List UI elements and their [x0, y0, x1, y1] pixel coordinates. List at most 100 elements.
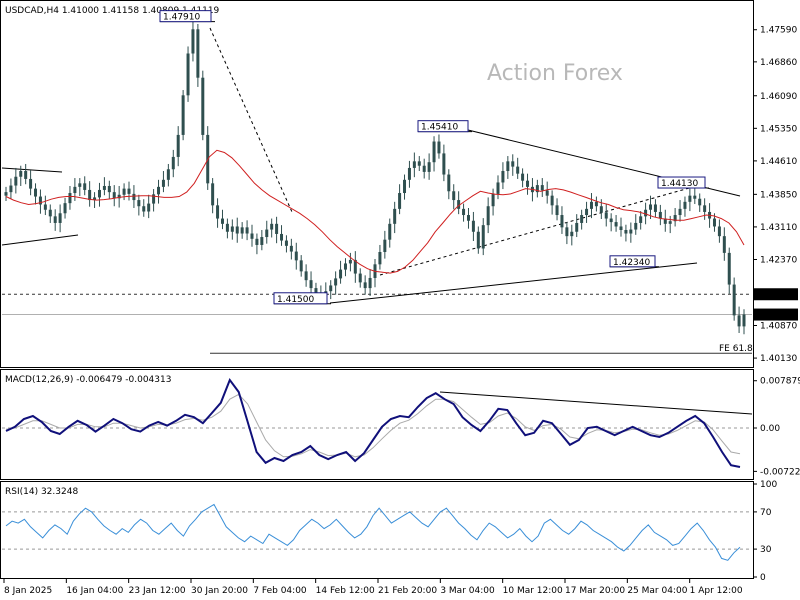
candle-body	[14, 176, 18, 186]
candle-body	[565, 227, 569, 237]
fe-label: FE 61.8	[719, 344, 753, 354]
candle-body	[624, 229, 628, 234]
candle-body	[491, 193, 495, 207]
candle-body	[97, 189, 101, 198]
candle-body	[717, 226, 721, 237]
candle-body	[220, 218, 224, 224]
candle-body	[594, 201, 598, 207]
macd-line	[5, 377, 741, 468]
candle-body	[93, 197, 97, 201]
candle-body	[585, 208, 589, 216]
candle-body	[693, 195, 697, 199]
candle-body	[112, 192, 116, 199]
candle-body	[683, 201, 687, 209]
candle-body	[742, 314, 746, 327]
candle-body	[712, 218, 716, 227]
annotation-box	[657, 176, 706, 189]
price-tick-label: 1.42370	[760, 255, 797, 265]
candle-body	[19, 171, 23, 177]
candle-body	[137, 200, 141, 207]
candle-body	[24, 171, 28, 179]
candle-body	[260, 237, 264, 245]
watermark: Action Forex	[487, 61, 623, 86]
candle-body	[388, 223, 392, 240]
candle-body	[619, 226, 623, 230]
candle-body	[201, 77, 205, 135]
x-tick-label: 23 Jan 12:00	[129, 586, 186, 596]
rsi-line	[5, 503, 741, 561]
rsi-tick-label: 0	[760, 573, 766, 583]
candle-body	[363, 282, 367, 289]
candle-body	[107, 185, 111, 193]
macd-panel-frame	[0, 369, 754, 480]
candle-body	[294, 251, 298, 261]
candle-body	[481, 225, 485, 249]
candle-body	[452, 191, 456, 201]
candle-body	[299, 260, 303, 272]
candle-body	[447, 174, 451, 192]
candle-body	[289, 245, 293, 252]
candle-body	[211, 183, 215, 206]
candle-body	[462, 208, 466, 216]
candle-body	[540, 185, 544, 191]
candle-body	[358, 273, 362, 283]
x-tick-label: 1 Apr 12:00	[690, 586, 743, 596]
candle-body	[644, 209, 648, 217]
candle-body	[4, 192, 8, 196]
candle-body	[83, 183, 87, 190]
candle-body	[634, 222, 638, 230]
level-price-label-bg	[754, 288, 798, 301]
candle-body	[53, 216, 57, 223]
candle-body	[38, 196, 42, 205]
candle-body	[432, 141, 436, 163]
candle-body	[501, 171, 505, 183]
candle-body	[127, 188, 131, 194]
candle-body	[304, 271, 308, 281]
annotation-label: 1.47910	[163, 13, 200, 23]
candle-body	[270, 223, 274, 230]
x-tick-label: 8 Jan 2025	[4, 586, 52, 596]
x-tick-label: 7 Feb 04:00	[253, 586, 307, 596]
price-tick-label: 1.47590	[760, 26, 797, 36]
candle-body	[368, 277, 372, 289]
candle-body	[240, 227, 244, 234]
macd-tick-label: 0.007879	[760, 377, 800, 387]
candle-body	[398, 193, 402, 209]
price-panel-frame	[0, 0, 754, 368]
candle-body	[599, 206, 603, 213]
candle-body	[383, 239, 387, 253]
candle-body	[339, 269, 343, 279]
candle-body	[442, 153, 446, 175]
candle-body	[663, 218, 667, 224]
candle-body	[9, 185, 13, 193]
price-tick-label: 1.43850	[760, 190, 797, 200]
macd-header: MACD(12,26,9) -0.006479 -0.004313	[5, 375, 171, 385]
candle-body	[309, 280, 313, 289]
candle-body	[353, 259, 357, 274]
candle-body	[668, 221, 672, 224]
candle-body	[147, 203, 151, 212]
candle-body	[521, 173, 525, 181]
candle-body	[157, 186, 161, 195]
symbol-header: USDCAD,H4 1.41000 1.41158 1.40809 1.4111…	[5, 6, 220, 16]
x-tick-label: 30 Jan 20:00	[191, 586, 248, 596]
annotation-box	[159, 10, 212, 23]
channel-bottom-left	[1, 234, 79, 246]
candle-body	[511, 161, 515, 167]
candle-body	[122, 188, 126, 195]
candle-body	[275, 223, 279, 234]
candle-body	[314, 288, 318, 293]
candle-body	[265, 229, 269, 238]
candle-body	[58, 213, 62, 223]
candle-body	[678, 208, 682, 216]
rising-support	[329, 262, 698, 304]
candle-body	[422, 165, 426, 172]
price-tick-label: 1.40870	[760, 322, 797, 332]
candle-body	[378, 252, 382, 265]
candle-body	[43, 204, 47, 210]
rsi-tick-label: 70	[760, 508, 772, 518]
candle-body	[506, 161, 510, 172]
rsi-panel-frame	[0, 481, 754, 579]
candle-body	[102, 185, 106, 190]
candle-body	[403, 179, 407, 194]
